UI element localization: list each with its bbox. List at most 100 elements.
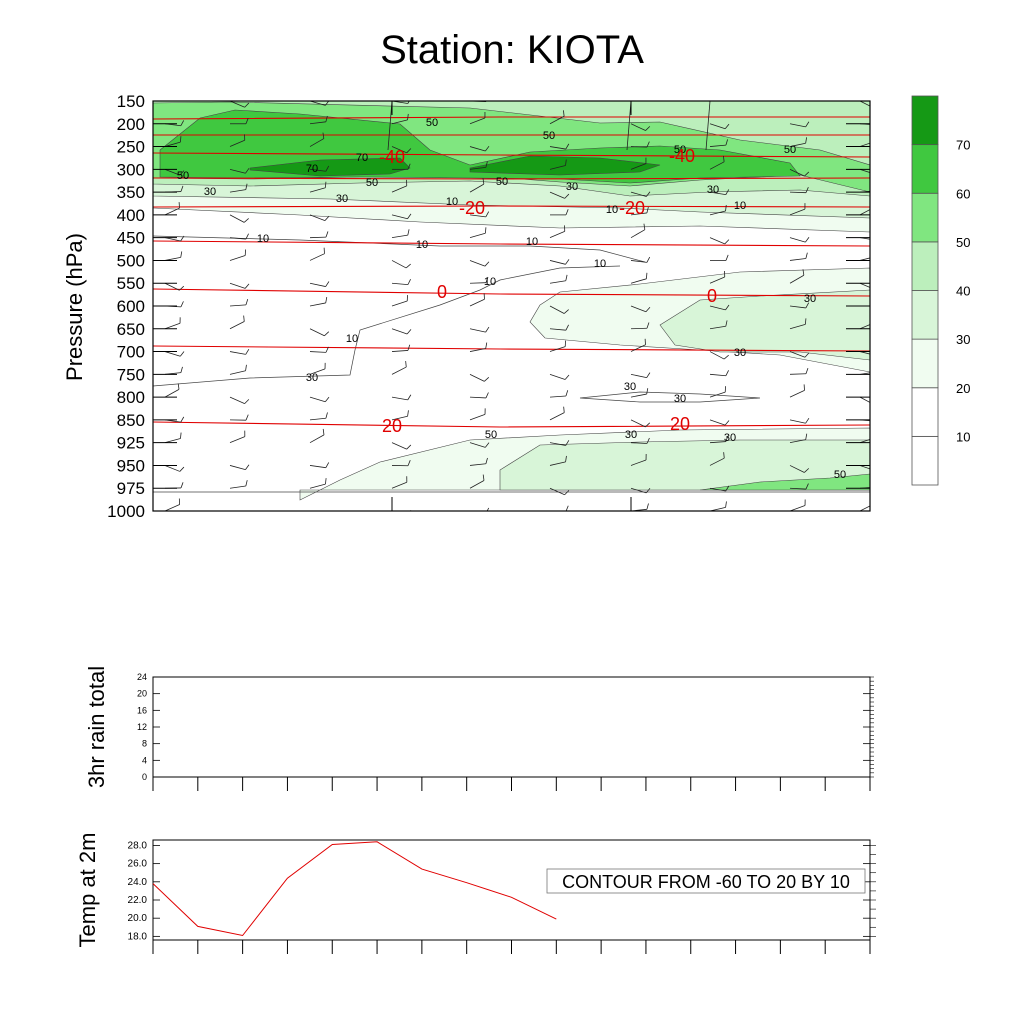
temp-axis: 18.0 20.0 22.0 24.0 26.0 28.0 [128,840,876,954]
wind-speed-shading [153,101,870,501]
pressure-tick-label: 925 [117,434,145,453]
temperature-label: -40 [379,147,405,167]
contour-label: 30 [336,193,348,205]
contour-label: 10 [346,333,358,345]
colorbar-label: 50 [956,235,970,250]
colorbar-box [911,387,939,437]
pressure-tick-label: 850 [117,411,145,430]
contour-label: 70 [356,152,368,164]
temp-tick-label: 28.0 [128,840,148,851]
colorbar-box [911,290,939,340]
contour-label: 50 [177,170,189,182]
colorbar: 10 20 30 40 50 60 70 [911,95,970,486]
rain-tick-label: 4 [142,755,147,765]
contour-label: 50 [674,144,686,156]
temperature-label: 20 [382,416,402,436]
rain-tick-label: 20 [137,689,147,699]
pressure-tick-label: 975 [117,479,145,498]
pressure-tick-label: 500 [117,251,145,270]
colorbar-box [911,435,939,486]
contour-label: 70 [306,163,318,175]
rain-tick-label: 8 [142,739,147,749]
contour-label: 10 [416,239,428,251]
pressure-tick-label: 450 [117,229,145,248]
contour-label: 30 [707,184,719,196]
contour-label: 30 [674,393,686,405]
contour-label: 30 [804,293,816,305]
contour-label: 30 [734,347,746,359]
colorbar-label: 10 [956,429,970,444]
contour-label: 50 [366,177,378,189]
contour-label: 10 [734,200,746,212]
colorbar-box [911,192,939,243]
temperature-label: -20 [459,198,485,218]
pressure-tick-label: 250 [117,138,145,157]
temperature-label: -40 [669,146,695,166]
colorbar-box [911,95,939,146]
contour-label: 50 [485,429,497,441]
rain-tick-label: 16 [137,705,147,715]
temp-axis-label: Temp at 2m [75,833,100,948]
temp-tick-label: 20.0 [128,913,148,924]
pressure-tick-label: 400 [117,206,145,225]
colorbar-box [911,338,939,389]
pressure-tick-label: 700 [117,343,145,362]
colorbar-label: 30 [956,332,970,347]
pressure-axis-label: Pressure (hPa) [62,233,87,381]
temperature-label: -20 [619,198,645,218]
contour-annotation-box [546,868,866,894]
contour-label: 10 [484,276,496,288]
colorbar-box [911,144,939,194]
contour-label: 30 [724,432,736,444]
temp-tick-label: 24.0 [128,877,148,888]
rain-plot-frame [152,676,871,778]
temperature-contours [153,116,870,428]
temperature-label: 0 [707,286,717,306]
contour-label: 10 [594,258,606,270]
contour-label: 50 [496,176,508,188]
rain-axis: 0 4 8 12 16 20 24 [137,672,874,791]
rain-tick-label: 12 [137,722,147,732]
pressure-tick-label: 200 [117,115,145,134]
contour-label: 50 [834,469,846,481]
pressure-tick-label: 750 [117,365,145,384]
time-axis-ticks [391,101,632,511]
contour-label: 10 [606,204,618,216]
contour-label: 50 [784,144,796,156]
pressure-tick-label: 600 [117,297,145,316]
pressure-tick-label: 650 [117,320,145,339]
contour-label: 30 [566,181,578,193]
contour-label: 50 [426,117,438,129]
pressure-tick-label: 1000 [107,502,145,521]
colorbar-box [911,241,939,291]
pressure-tick-label: 350 [117,183,145,202]
contour-annotation: CONTOUR FROM -60 TO 20 BY 10 [562,872,850,892]
pressure-tick-label: 800 [117,388,145,407]
colorbar-label: 20 [956,381,970,396]
contour-label: 30 [204,186,216,198]
temp-tick-label: 26.0 [128,859,148,870]
rain-axis-label: 3hr rain total [84,666,109,788]
pressure-tick-label: 950 [117,456,145,475]
contour-label: 10 [526,236,538,248]
contour-label: 30 [306,372,318,384]
temp-2m-line [152,841,557,937]
temp-tick-label: 18.0 [128,931,148,942]
colorbar-label: 70 [956,138,970,153]
contour-label: 50 [543,130,555,142]
pressure-tick-label: 150 [117,92,145,111]
pressure-tick-label: 300 [117,160,145,179]
colorbar-label: 60 [956,186,970,201]
temperature-label: 20 [670,414,690,434]
pressure-axis: 1502002503003504004505005506006507007508… [107,92,870,521]
colorbar-label: 40 [956,284,970,299]
rain-tick-label: 0 [142,772,147,782]
contour-label: 30 [624,381,636,393]
contour-label: 10 [446,196,458,208]
contour-label: 30 [625,429,637,441]
contour-labels: 70 70 50 50 50 50 50 50 50 30 30 30 30 10 10 10 10 10 10 10… [177,117,846,481]
chart-title: Station: KIOTA [380,28,644,72]
pressure-tick-label: 550 [117,274,145,293]
temp-tick-label: 22.0 [128,895,148,906]
